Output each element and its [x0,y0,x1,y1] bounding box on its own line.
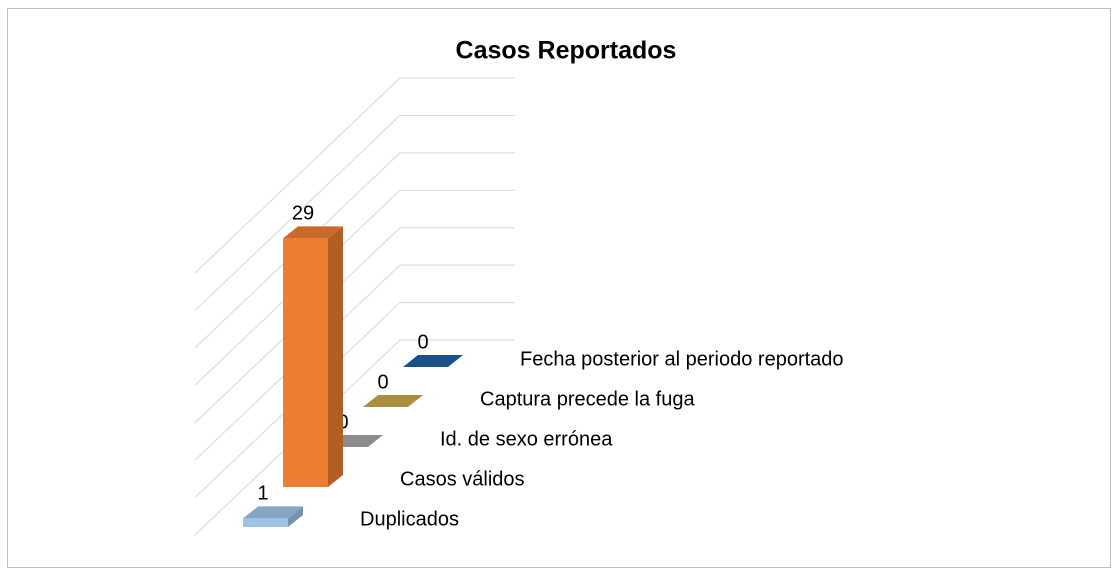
grid-line [194,227,515,424]
bar-top [283,226,343,239]
category-label: Id. de sexo errónea [440,428,613,450]
grid-line [194,114,515,311]
grid-line [194,189,515,386]
grid-line [194,302,515,498]
value-label: 29 [292,203,314,225]
bar [403,355,463,367]
value-label: 0 [417,331,428,353]
bar-side [328,226,343,487]
grid-line [194,264,515,461]
bar-side [288,506,303,527]
bar-top [403,355,463,367]
bar [363,395,423,407]
bar-top [363,395,423,407]
grid-line [194,339,515,536]
category-label: Captura precede la fuga [480,388,695,410]
grid-line [194,152,515,349]
category-label: Fecha posterior al periodo reportado [520,348,844,370]
bar [243,506,303,527]
bar-front [283,238,328,487]
chart-frame [7,8,1111,568]
grid-line [194,77,515,274]
value-label: 1 [257,483,268,505]
bar-top [243,506,303,519]
category-label: Casos válidos [400,468,525,490]
bar-front [243,518,288,527]
category-label: Duplicados [360,508,459,530]
chart-title: Casos Reportados [456,37,677,65]
bar [283,226,343,487]
value-label: 0 [377,371,388,393]
